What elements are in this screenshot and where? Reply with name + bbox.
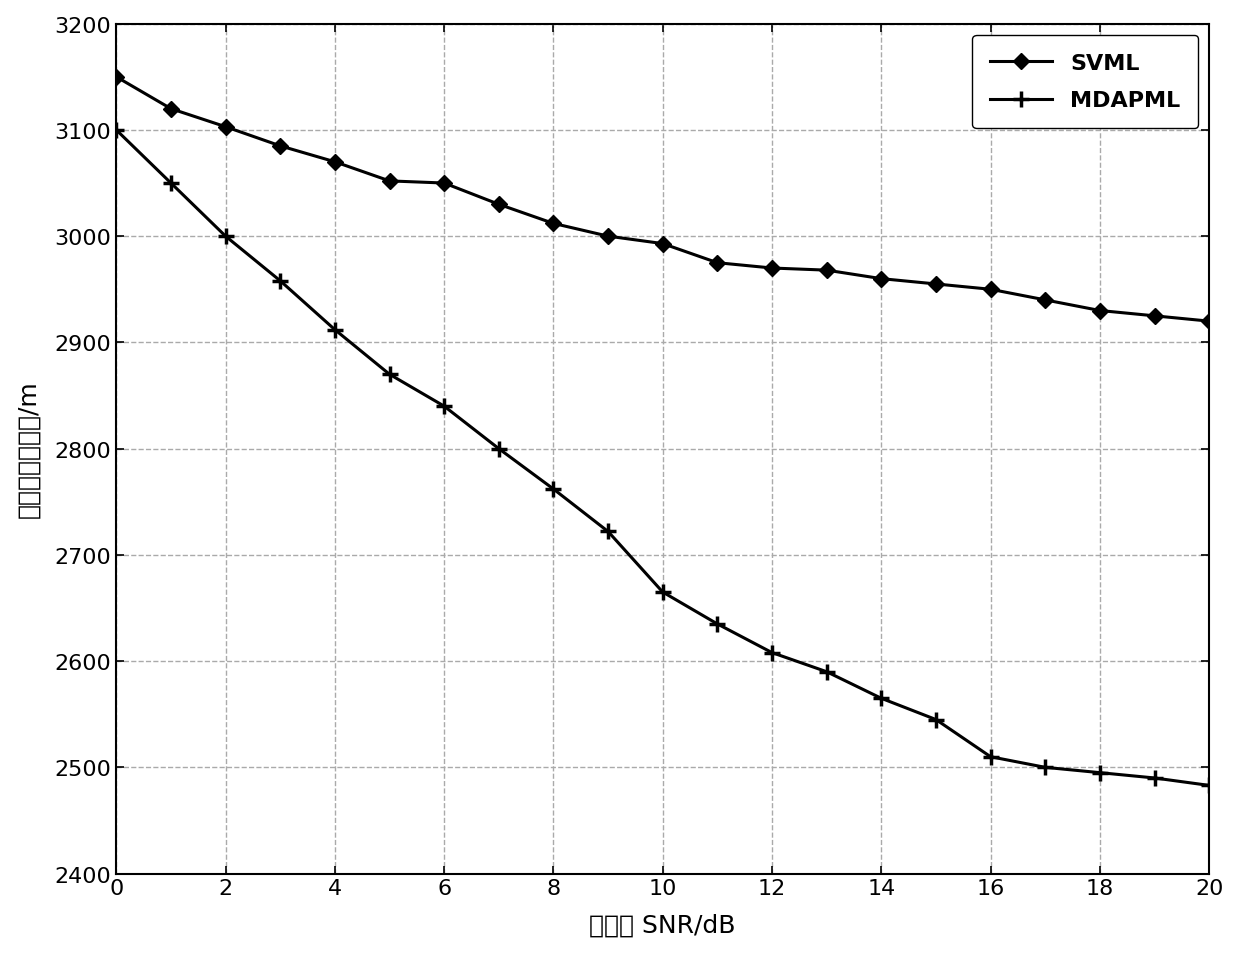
SVML — [600, 232, 615, 243]
MDAPML — [546, 484, 560, 496]
MDAPML — [929, 714, 944, 725]
SVML — [218, 122, 233, 133]
MDAPML — [164, 178, 179, 190]
Line: MDAPML: MDAPML — [109, 123, 1216, 793]
SVML — [1202, 316, 1216, 328]
SVML — [382, 176, 397, 188]
MDAPML — [765, 647, 780, 659]
MDAPML — [491, 443, 506, 455]
SVML — [546, 218, 560, 230]
Legend: SVML, MDAPML: SVML, MDAPML — [972, 36, 1198, 129]
Line: SVML: SVML — [110, 72, 1215, 327]
MDAPML — [600, 526, 615, 537]
MDAPML — [436, 401, 451, 413]
SVML — [164, 104, 179, 115]
SVML — [491, 199, 506, 211]
MDAPML — [1147, 773, 1162, 784]
MDAPML — [327, 325, 342, 336]
SVML — [874, 274, 889, 285]
SVML — [929, 279, 944, 291]
MDAPML — [218, 232, 233, 243]
SVML — [436, 178, 451, 190]
MDAPML — [983, 751, 998, 762]
SVML — [1147, 311, 1162, 322]
MDAPML — [820, 666, 835, 678]
Y-axis label: 测高均方根误差/m: 测高均方根误差/m — [16, 380, 41, 518]
SVML — [711, 257, 725, 269]
MDAPML — [655, 587, 670, 598]
SVML — [655, 238, 670, 250]
SVML — [983, 284, 998, 295]
MDAPML — [273, 275, 288, 287]
SVML — [273, 141, 288, 152]
SVML — [1092, 306, 1107, 317]
MDAPML — [382, 369, 397, 380]
SVML — [765, 263, 780, 274]
MDAPML — [874, 693, 889, 704]
SVML — [820, 265, 835, 276]
X-axis label: 信噪比 SNR/dB: 信噪比 SNR/dB — [589, 912, 737, 937]
MDAPML — [1038, 761, 1053, 773]
SVML — [1038, 294, 1053, 306]
SVML — [109, 72, 124, 84]
MDAPML — [1092, 767, 1107, 779]
MDAPML — [711, 618, 725, 630]
MDAPML — [1202, 780, 1216, 791]
MDAPML — [109, 125, 124, 136]
SVML — [327, 157, 342, 169]
